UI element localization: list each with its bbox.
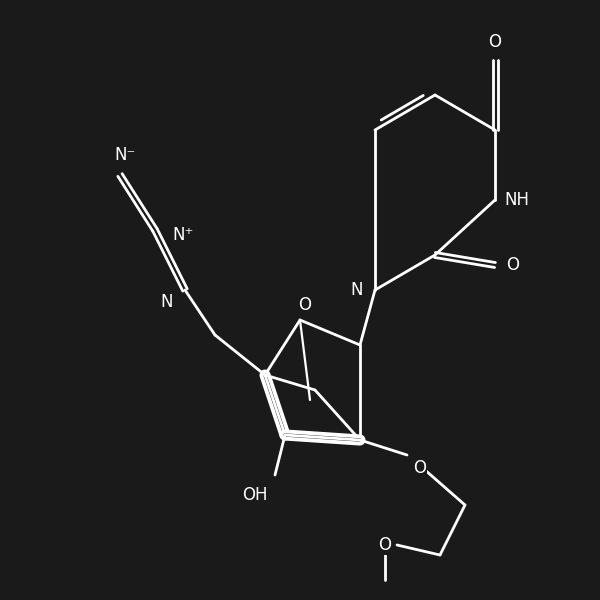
Text: N⁺: N⁺ — [172, 226, 194, 244]
Text: N: N — [161, 293, 173, 311]
Text: O: O — [506, 256, 520, 274]
Text: O: O — [488, 33, 502, 51]
Text: OH: OH — [242, 486, 268, 504]
Text: O: O — [299, 296, 311, 314]
Text: O: O — [413, 459, 427, 477]
Text: O: O — [379, 536, 392, 554]
Text: N: N — [351, 281, 363, 299]
Text: N⁻: N⁻ — [115, 146, 136, 164]
Text: NH: NH — [505, 191, 530, 209]
